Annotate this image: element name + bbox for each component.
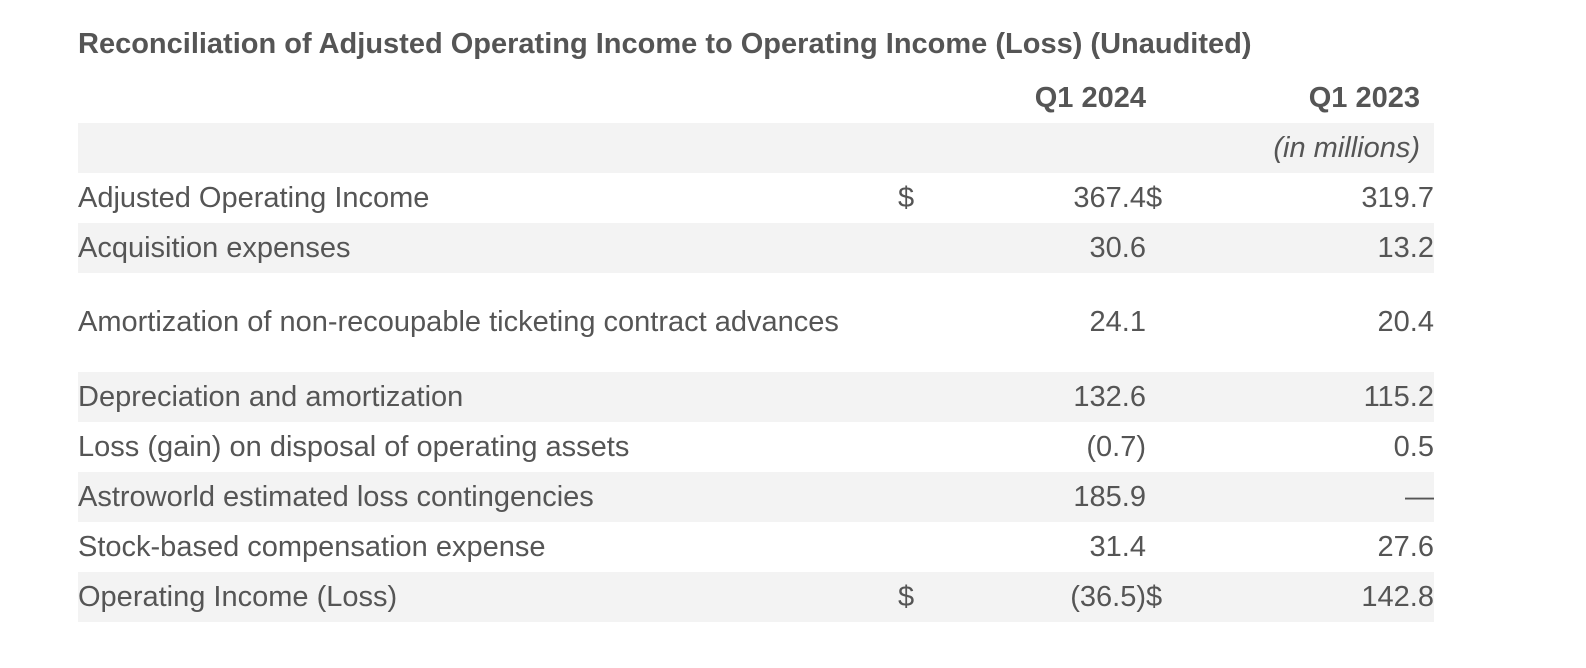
currency-symbol [898, 273, 978, 372]
value-q1-2023: 13.2 [1176, 223, 1434, 273]
row-label: Depreciation and amortization [78, 372, 898, 422]
value-q1-2024: 367.4 [978, 173, 1146, 223]
value-q1-2024: 132.6 [978, 372, 1146, 422]
table-row: Adjusted Operating Income $ 367.4 $ 319.… [78, 173, 1434, 223]
value-q1-2024: 185.9 [978, 472, 1146, 522]
column-header-q1-2024: Q1 2024 [978, 73, 1146, 123]
row-label: Operating Income (Loss) [78, 572, 898, 622]
currency-symbol [898, 472, 978, 522]
row-label: Loss (gain) on disposal of operating ass… [78, 422, 898, 472]
header-spacer [78, 73, 898, 123]
currency-symbol: $ [1146, 173, 1176, 223]
row-label: Stock-based compensation expense [78, 522, 898, 572]
row-label: Acquisition expenses [78, 223, 898, 273]
currency-symbol [898, 223, 978, 273]
currency-symbol [1146, 522, 1176, 572]
table-row: Amortization of non-recoupable ticketing… [78, 273, 1434, 372]
table-row: Depreciation and amortization 132.6 115.… [78, 372, 1434, 422]
column-header-q1-2023: Q1 2023 [1176, 73, 1434, 123]
value-q1-2023: 115.2 [1176, 372, 1434, 422]
currency-symbol [1146, 273, 1176, 372]
row-label: Amortization of non-recoupable ticketing… [78, 273, 898, 372]
currency-symbol [898, 372, 978, 422]
reconciliation-table: Q1 2024 Q1 2023 (in millions) Adjusted O… [78, 73, 1434, 622]
currency-symbol [1146, 472, 1176, 522]
row-label: Adjusted Operating Income [78, 173, 898, 223]
value-q1-2023: 27.6 [1176, 522, 1434, 572]
table-title: Reconciliation of Adjusted Operating Inc… [78, 28, 1252, 60]
units-label: (in millions) [1176, 123, 1434, 173]
table-row: Loss (gain) on disposal of operating ass… [78, 422, 1434, 472]
value-q1-2023: 142.8 [1176, 572, 1434, 622]
currency-symbol: $ [898, 173, 978, 223]
value-q1-2024: 30.6 [978, 223, 1146, 273]
currency-symbol [1146, 422, 1176, 472]
table-row: Acquisition expenses 30.6 13.2 [78, 223, 1434, 273]
value-q1-2023: 0.5 [1176, 422, 1434, 472]
value-q1-2023: 319.7 [1176, 173, 1434, 223]
value-q1-2024: (36.5) [978, 572, 1146, 622]
value-q1-2023: 20.4 [1176, 273, 1434, 372]
table-row: Stock-based compensation expense 31.4 27… [78, 522, 1434, 572]
currency-symbol [898, 422, 978, 472]
currency-symbol [898, 522, 978, 572]
units-row: (in millions) [78, 123, 1434, 173]
value-q1-2024: 24.1 [978, 273, 1146, 372]
row-label: Astroworld estimated loss contingencies [78, 472, 898, 522]
currency-symbol [1146, 372, 1176, 422]
value-q1-2023: — [1176, 472, 1434, 522]
currency-symbol [1146, 223, 1176, 273]
header-spacer [898, 73, 978, 123]
value-q1-2024: 31.4 [978, 522, 1146, 572]
currency-symbol: $ [898, 572, 978, 622]
value-q1-2024: (0.7) [978, 422, 1146, 472]
table-row: Astroworld estimated loss contingencies … [78, 472, 1434, 522]
currency-symbol: $ [1146, 572, 1176, 622]
header-row: Q1 2024 Q1 2023 [78, 73, 1434, 123]
header-spacer [1146, 73, 1176, 123]
table-row-total: Operating Income (Loss) $ (36.5) $ 142.8 [78, 572, 1434, 622]
